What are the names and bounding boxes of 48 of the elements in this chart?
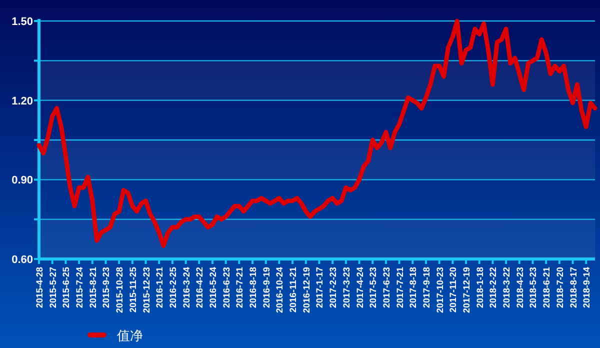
x-tick-label: 2016-2-25 xyxy=(168,267,178,308)
x-tick-label: 2015-11-25 xyxy=(128,267,138,313)
x-tick-label: 2018-6-21 xyxy=(542,267,552,308)
line-series xyxy=(36,18,598,248)
x-tick-label: 2017-6-23 xyxy=(381,267,392,308)
x-tick-label: 2018-8-17 xyxy=(568,267,578,308)
x-tick-label: 2018-3-22 xyxy=(502,267,512,308)
x-tick-label: 2017-11-20 xyxy=(448,267,458,313)
y-tick-label: 0.60 xyxy=(12,254,33,266)
x-tick-label: 2018-7-20 xyxy=(554,267,565,308)
x-tick-label: 2017-4-24 xyxy=(354,267,365,308)
x-tick-label: 2016-7-21 xyxy=(234,267,245,308)
x-tick-label: 2017-7-21 xyxy=(394,267,405,308)
x-tick-label: 2016-6-23 xyxy=(221,267,232,308)
x-tick-label: 2017-9-18 xyxy=(421,267,432,308)
x-tick-label: 2016-3-24 xyxy=(181,267,192,308)
x-tick-label: 2018-5-23 xyxy=(528,267,538,308)
x-tick-label: 2018-4-23 xyxy=(514,267,525,308)
x-tick-label: 2018-9-14 xyxy=(582,267,592,308)
x-tick-label: 2017-8-18 xyxy=(408,267,418,308)
y-tick-label: 0.90 xyxy=(12,174,33,187)
x-tick-label: 2016-12-19 xyxy=(301,267,312,314)
x-tick-label: 2016-9-19 xyxy=(261,267,272,308)
x-tick-label: 2018-2-22 xyxy=(488,267,498,308)
x-tick-label: 2016-8-18 xyxy=(248,267,258,308)
x-tick-label: 2017-3-23 xyxy=(341,267,352,308)
x-tick-label: 2017-10-23 xyxy=(434,267,445,314)
x-tick-label: 2016-5-24 xyxy=(208,267,218,308)
x-tick-label: 2016-11-21 xyxy=(288,267,298,313)
x-tick-label: 2018-1-18 xyxy=(474,267,485,308)
x-tick-label: 2017-12-19 xyxy=(462,267,472,314)
y-tick-label: 1.20 xyxy=(12,95,33,108)
x-tick-label: 2015-8-21 xyxy=(88,267,98,308)
x-tick-label: 2015-7-24 xyxy=(74,267,85,308)
x-tick-label: 2017-1-17 xyxy=(314,267,325,308)
x-tick-label: 2015-9-23 xyxy=(101,267,112,308)
x-tick-label: 2016-4-22 xyxy=(194,267,205,308)
y-tick-label: 1.50 xyxy=(12,16,33,28)
x-tick-label: 2017-5-23 xyxy=(368,267,378,308)
x-tick-label: 2016-1-21 xyxy=(154,267,165,308)
x-tick-label: 2017-2-23 xyxy=(328,267,338,308)
legend-label: 值净 xyxy=(117,329,143,344)
x-tick-label: 2015-4-28 xyxy=(34,267,44,308)
x-tick-label: 2015-6-25 xyxy=(61,267,72,308)
x-tick-label: 2015-5-27 xyxy=(48,267,58,308)
x-tick-label: 2015-10-28 xyxy=(114,267,125,314)
x-tick-label: 2015-12-23 xyxy=(141,267,152,314)
x-tick-label: 2016-10-24 xyxy=(274,267,285,314)
